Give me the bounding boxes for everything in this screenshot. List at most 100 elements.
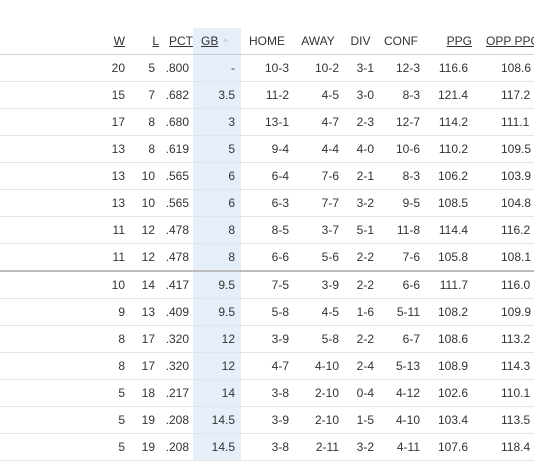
pct-cell: .478	[165, 250, 189, 264]
table-row[interactable]: 15 7 .682 3.5 11-2 4-5 3-0 8-3 121.4 117.2	[0, 81, 534, 109]
team-cell	[0, 326, 84, 353]
pct-cell: .208	[165, 440, 189, 454]
div-cell: 5-1	[356, 223, 374, 237]
div-cell: 2-4	[356, 359, 374, 373]
home-cell: 6-3	[271, 196, 289, 210]
team-cell	[0, 380, 84, 407]
losses-cell: 18	[141, 386, 155, 400]
gb-cell: 8	[193, 243, 241, 271]
div-cell: 4-0	[356, 142, 374, 156]
conf-cell: 6-6	[402, 278, 420, 292]
header-losses[interactable]: L	[125, 28, 159, 55]
pct-cell: .565	[165, 196, 189, 210]
wins-cell: 20	[111, 61, 125, 75]
ppg-cell: 114.2	[438, 115, 468, 129]
wins-cell: 9	[118, 305, 125, 319]
table-row[interactable]: 9 13 .409 9.5 5-8 4-5 1-6 5-11 108.2 109.9	[0, 298, 534, 326]
home-cell: 7-5	[271, 278, 289, 292]
losses-cell: 10	[141, 196, 155, 210]
away-cell: 4-10	[314, 359, 339, 373]
team-cell	[0, 55, 84, 82]
div-cell: 2-3	[356, 115, 374, 129]
losses-cell: 7	[148, 88, 155, 102]
away-cell: 2-10	[314, 386, 339, 400]
header-wins-label: W	[113, 34, 125, 48]
pct-cell: .800	[165, 61, 189, 75]
opp-ppg-cell: 116.2	[501, 223, 531, 237]
header-conf: CONF	[378, 28, 424, 55]
standings-table-wrapper: W L PCT GB ^ HOME AWAY DIV CONF PPG OPP P…	[0, 28, 534, 461]
conf-cell: 6-7	[402, 332, 420, 346]
ppg-cell: 105.8	[437, 250, 468, 264]
wins-cell: 13	[111, 196, 125, 210]
home-cell: 3-8	[271, 440, 289, 454]
table-row[interactable]: 5 19 .208 14.5 3-9 2-10 1-5 4-10 103.4 113.5	[0, 406, 534, 434]
table-row[interactable]: 13 10 .565 6 6-4 7-6 2-1 8-3 106.2 103.9	[0, 162, 534, 190]
pct-cell: .417	[165, 278, 189, 292]
div-cell: 2-2	[356, 278, 374, 292]
wins-cell: 5	[118, 386, 125, 400]
header-ppg-label: PPG	[446, 34, 472, 48]
conf-cell: 5-11	[396, 305, 420, 319]
conf-cell: 11-8	[396, 223, 420, 237]
losses-cell: 8	[148, 142, 155, 156]
opp-ppg-cell: 117.2	[501, 88, 531, 102]
wins-cell: 17	[111, 115, 125, 129]
gb-cell: 3	[193, 108, 241, 136]
table-row[interactable]: 8 17 .320 12 3-9 5-8 2-2 6-7 108.6 113.2	[0, 325, 534, 353]
gb-cell: 14	[193, 379, 241, 407]
home-cell: 8-5	[271, 223, 289, 237]
away-cell: 7-6	[321, 169, 339, 183]
table-header: W L PCT GB ^ HOME AWAY DIV CONF PPG OPP P…	[0, 28, 534, 55]
gb-cell: 12	[193, 352, 241, 380]
table-row[interactable]: 13 8 .619 5 9-4 4-4 4-0 10-6 110.2 109.5	[0, 135, 534, 163]
gb-cell: 5	[193, 135, 241, 163]
away-cell: 3-9	[321, 278, 339, 292]
losses-cell: 14	[141, 278, 155, 292]
table-row[interactable]: 10 14 .417 9.5 7-5 3-9 2-2 6-6 111.7 116.0	[0, 271, 534, 299]
header-home-label: HOME	[249, 34, 285, 48]
team-cell	[0, 244, 84, 272]
team-cell	[0, 271, 84, 299]
header-ppg[interactable]: PPG	[424, 28, 472, 55]
header-wins[interactable]: W	[84, 28, 125, 55]
table-row[interactable]: 17 8 .680 3 13-1 4-7 2-3 12-7 114.2 111.1	[0, 108, 534, 136]
header-home: HOME	[241, 28, 293, 55]
home-cell: 3-8	[271, 386, 289, 400]
losses-cell: 13	[141, 305, 155, 319]
table-row[interactable]: 8 17 .320 12 4-7 4-10 2-4 5-13 108.9 114.3	[0, 352, 534, 380]
conf-cell: 7-6	[402, 250, 420, 264]
header-pct[interactable]: PCT	[159, 28, 193, 55]
table-row[interactable]: 13 10 .565 6 6-3 7-7 3-2 9-5 108.5 104.8	[0, 189, 534, 217]
table-row[interactable]: 11 12 .478 8 6-6 5-6 2-2 7-6 105.8 108.1	[0, 243, 534, 272]
losses-cell: 5	[148, 61, 155, 75]
away-cell: 5-8	[321, 332, 339, 346]
wins-cell: 13	[111, 169, 125, 183]
header-away-label: AWAY	[301, 34, 335, 48]
table-row[interactable]: 5 18 .217 14 3-8 2-10 0-4 4-12 102.6 110.1	[0, 379, 534, 407]
ppg-cell: 103.4	[437, 413, 468, 427]
conf-cell: 10-6	[395, 142, 420, 156]
table-row[interactable]: 20 5 .800- 10-3 10-2 3-1 12-3 116.6 108.6	[0, 54, 534, 82]
table-row[interactable]: 11 12 .478 8 8-5 3-7 5-1 11-8 114.4 116.2	[0, 216, 534, 244]
wins-cell: 13	[111, 142, 125, 156]
opp-ppg-cell: 103.9	[501, 169, 532, 183]
away-cell: 2-10	[314, 413, 339, 427]
table-row[interactable]: 5 19 .208 14.5 3-8 2-11 3-2 4-11 107.6 118.4	[0, 433, 534, 461]
ppg-cell: 121.4	[437, 88, 468, 102]
header-gb[interactable]: GB ^	[193, 28, 241, 55]
gb-cell: 9.5	[193, 298, 241, 326]
div-cell: 1-6	[356, 305, 374, 319]
header-away: AWAY	[293, 28, 343, 55]
header-gb-label: GB	[201, 34, 219, 48]
conf-cell: 5-13	[395, 359, 420, 373]
team-cell	[0, 434, 84, 461]
div-cell: 2-2	[356, 332, 374, 346]
ppg-cell: 108.9	[437, 359, 468, 373]
pct-cell: .320	[165, 332, 189, 346]
header-opp-ppg-label: OPP PPG	[486, 34, 534, 48]
ppg-cell: 110.2	[438, 142, 468, 156]
home-cell: 9-4	[271, 142, 289, 156]
header-opp-ppg[interactable]: OPP PPG	[472, 28, 534, 55]
conf-cell: 12-7	[395, 115, 420, 129]
